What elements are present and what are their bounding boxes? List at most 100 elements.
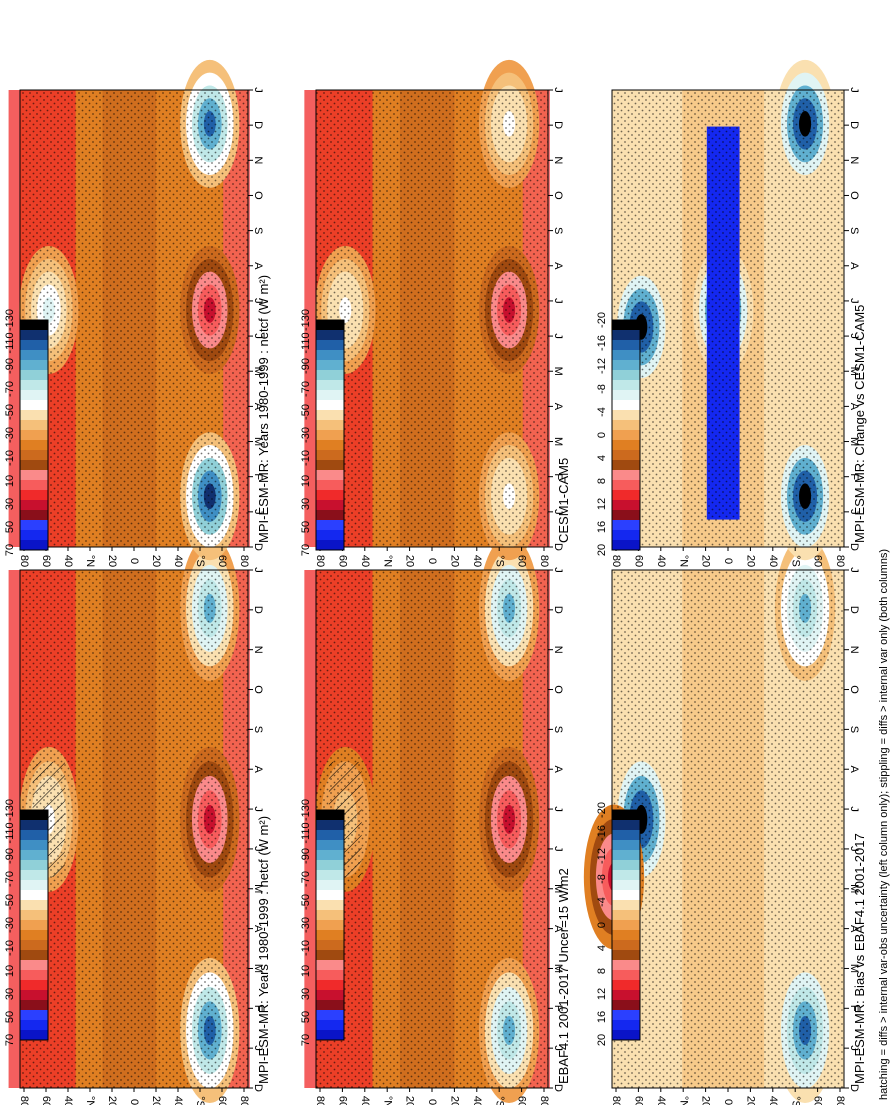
colorbar-label: -70 [300, 871, 312, 887]
colorbar-label: -12 [596, 358, 608, 374]
lat-tick-label: 40 [172, 1096, 184, 1105]
lat-tick-label: 80 [538, 555, 550, 567]
colorbar-label: -8 [596, 874, 608, 884]
month-tick-label: A [848, 925, 860, 933]
colorbar-label: -70 [4, 871, 16, 887]
month-tick-label: J [252, 1045, 264, 1051]
month-tick-label: F [252, 473, 264, 480]
colorbar-swatch [612, 940, 640, 951]
month-tick-label: D [252, 121, 264, 129]
colorbar-label: -10 [300, 940, 312, 956]
colorbar-swatch [20, 1010, 48, 1021]
colorbar-swatch [612, 520, 640, 531]
month-tick-label: J [252, 846, 264, 852]
lat-tick-label: °S [194, 1096, 206, 1105]
colorbar-label: -110 [4, 822, 16, 843]
lat-tick-label: 20 [744, 555, 756, 567]
lat-tick-label: 0 [128, 558, 140, 564]
colorbar-label: -50 [4, 404, 16, 420]
colorbar-swatch [316, 990, 344, 1001]
colorbar-label: 20 [596, 1034, 608, 1046]
colorbar-swatch [612, 540, 640, 551]
colorbar-swatch [20, 880, 48, 891]
colorbar-swatch [612, 480, 640, 491]
lat-tick-label: 80 [610, 555, 622, 567]
colorbar-swatch [316, 370, 344, 381]
colorbar-swatch [316, 1030, 344, 1041]
colorbar-label: -12 [596, 848, 608, 864]
colorbar-swatch [612, 340, 640, 351]
colorbar-label: 70 [4, 1034, 16, 1046]
stippling [612, 570, 844, 1088]
month-tick-label: D [552, 606, 564, 614]
colorbar-label: 0 [596, 922, 608, 928]
colorbar-swatch [20, 860, 48, 871]
lat-tick-label: 80 [314, 555, 326, 567]
lat-tick-label: 40 [767, 555, 779, 567]
month-tick-label: J [552, 846, 564, 852]
colorbar-swatch [316, 900, 344, 911]
colorbar-swatch [612, 830, 640, 841]
colorbar-swatch [20, 850, 48, 861]
colorbar-swatch [612, 320, 640, 331]
colorbar-label: -30 [4, 427, 16, 443]
colorbar-swatch [20, 390, 48, 401]
month-tick-label: D [552, 121, 564, 129]
colorbar-swatch [316, 500, 344, 511]
month-tick-label: N [552, 646, 564, 654]
colorbar-swatch [20, 470, 48, 481]
colorbar-swatch [20, 380, 48, 391]
lat-tick-label: 20 [404, 1096, 416, 1105]
colorbar-swatch [612, 820, 640, 831]
colorbar-swatch [612, 450, 640, 461]
month-tick-label: M [252, 367, 264, 376]
footnote: hatching = diffs > internal var-obs unce… [878, 549, 890, 1100]
month-tick-label: O [252, 191, 264, 200]
colorbar-swatch [316, 1000, 344, 1011]
colorbar-label: -90 [300, 358, 312, 374]
colorbar-swatch [20, 420, 48, 431]
colorbar-swatch [316, 1020, 344, 1031]
panel-title: EBAF4.1 2001-2017 Uncer=15 W/m2 [556, 868, 571, 1084]
colorbar-mid-1: 70 50 30 10 -10 -30 -50 -70 -90 -110-130 [300, 309, 345, 556]
lat-tick-label: 60 [40, 1096, 52, 1105]
panel-title: MPI-ESM-MR: Years 1980-1999 : netcf (W m… [256, 275, 271, 543]
colorbar-label: -30 [4, 917, 16, 933]
month-tick-label: M [552, 964, 564, 973]
month-tick-label: J [552, 87, 564, 93]
colorbar-swatch [612, 490, 640, 501]
panel-title: MPI-ESM-MR: Years 1980-1999 : netcf (W m… [256, 816, 271, 1084]
colorbar-swatch [316, 340, 344, 351]
colorbar-swatch [20, 980, 48, 991]
colorbar-swatch [316, 980, 344, 991]
colorbar-swatch [316, 950, 344, 961]
colorbar-label: 50 [4, 1011, 16, 1023]
month-tick-label: N [252, 156, 264, 164]
colorbar-swatch [20, 930, 48, 941]
month-tick-label: J [848, 298, 860, 304]
lat-tick-label: 20 [448, 555, 460, 567]
colorbar-swatch [612, 890, 640, 901]
colorbar-swatch [20, 970, 48, 981]
month-tick-label: J [252, 806, 264, 812]
lat-tick-label: 20 [448, 1096, 460, 1105]
month-tick-label: A [552, 925, 564, 933]
month-tick-label: J [552, 567, 564, 573]
colorbar-label: 10 [4, 965, 16, 977]
colorbar-label: -110 [4, 332, 16, 353]
colorbar-label: 30 [4, 988, 16, 1000]
colorbar-swatch [612, 350, 640, 361]
lat-tick-label: 40 [359, 555, 371, 567]
colorbar-label: -10 [300, 450, 312, 466]
month-tick-label: J [848, 846, 860, 852]
lat-tick-label: °N [381, 555, 393, 567]
colorbar-swatch [316, 420, 344, 431]
colorbar-label: -20 [596, 312, 608, 328]
colorbar-swatch [20, 350, 48, 361]
colorbar-label: -90 [300, 848, 312, 864]
colorbar-swatch [20, 480, 48, 491]
colorbar-label: -30 [300, 917, 312, 933]
month-tick-label: M [252, 884, 264, 893]
